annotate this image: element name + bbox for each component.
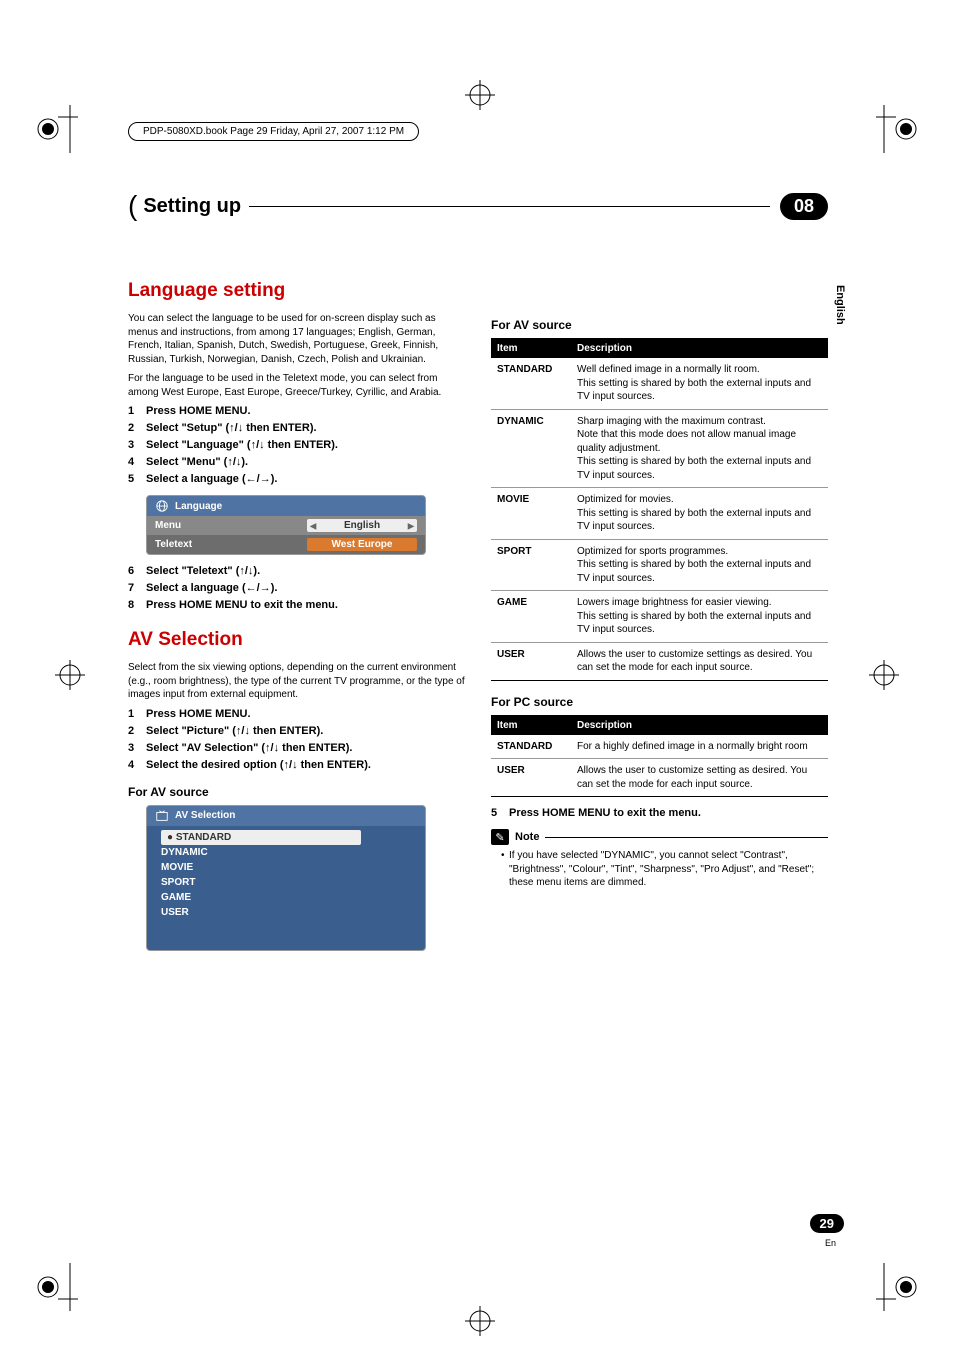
body-text: You can select the language to be used f… (128, 312, 465, 366)
menu-label: Menu (155, 520, 307, 531)
table-row: MOVIEOptimized for movies. This setting … (491, 488, 828, 540)
language-menu-screenshot: Language Menu ◀English▶ Teletext West Eu… (146, 495, 426, 555)
table-row: DYNAMICSharp imaging with the maximum co… (491, 409, 828, 488)
step: Select "Teletext" (↑/↓). (128, 565, 465, 577)
av-item: MOVIE (161, 860, 411, 875)
language-steps-b: Select "Teletext" (↑/↓). Select a langua… (128, 565, 465, 611)
body-text: For the language to be used in the Telet… (128, 372, 465, 399)
for-av-source-heading: For AV source (128, 785, 465, 799)
step: Select "Menu" (↑/↓). (128, 456, 465, 468)
crop-mark-icon (869, 660, 899, 690)
note-label: Note (515, 831, 539, 843)
menu-row: Teletext West Europe (147, 535, 425, 554)
table-row: SPORTOptimized for sports programmes. Th… (491, 539, 828, 591)
step: Press HOME MENU to exit the menu. (128, 599, 465, 611)
menu-value: West Europe (307, 538, 417, 551)
chapter-header: ( Setting up 08 (128, 190, 828, 222)
av-source-table: ItemDescription STANDARDWell defined ima… (491, 338, 828, 681)
step: Select a language (←/→). (128, 582, 465, 594)
language-setting-heading: Language setting (128, 280, 465, 302)
menu-row: Menu ◀English▶ (147, 516, 425, 535)
body-text: Select from the six viewing options, dep… (128, 661, 465, 702)
step: Select the desired option (↑/↓ then ENTE… (128, 759, 465, 771)
divider (249, 206, 770, 207)
av-item: STANDARD (161, 830, 361, 845)
table-header: Item (491, 715, 571, 735)
av-item: SPORT (161, 875, 411, 890)
step: Select "Setup" (↑/↓ then ENTER). (128, 422, 465, 434)
note-header: ✎ Note (491, 829, 828, 845)
av-item: USER (161, 905, 411, 920)
chapter-title: Setting up (143, 195, 241, 218)
step5-list: Press HOME MENU to exit the menu. (491, 807, 828, 819)
step: Select "Language" (↑/↓ then ENTER). (128, 439, 465, 451)
for-pc-source-heading: For PC source (491, 695, 828, 709)
chapter-bracket-icon: ( (128, 190, 137, 222)
av-selection-heading: AV Selection (128, 629, 465, 651)
note-list: If you have selected "DYNAMIC", you cann… (491, 849, 828, 890)
table-row: STANDARDWell defined image in a normally… (491, 358, 828, 409)
chapter-number-badge: 08 (780, 193, 828, 220)
table-row: STANDARDFor a highly defined image in a … (491, 735, 828, 759)
step: Select "AV Selection" (↑/↓ then ENTER). (128, 742, 465, 754)
pc-source-table: ItemDescription STANDARDFor a highly def… (491, 715, 828, 798)
crop-mark-icon (55, 660, 85, 690)
table-row: USERAllows the user to customize setting… (491, 759, 828, 797)
crop-mark-icon (465, 80, 495, 110)
table-header: Description (571, 339, 828, 359)
globe-icon (155, 499, 169, 513)
side-language-label: English (834, 285, 846, 325)
crop-mark-icon (30, 105, 78, 153)
av-selection-menu-screenshot: AV Selection STANDARD DYNAMIC MOVIE SPOR… (146, 805, 426, 951)
av-item: GAME (161, 890, 411, 905)
pencil-icon: ✎ (491, 829, 509, 845)
menu-value: ◀English▶ (307, 519, 417, 532)
table-header: Description (571, 715, 828, 735)
left-column: Language setting You can select the lang… (128, 262, 465, 961)
table-header: Item (491, 339, 571, 359)
menu-title: AV Selection (175, 810, 235, 821)
step: Press HOME MENU. (128, 405, 465, 417)
step: Press HOME MENU to exit the menu. (491, 807, 828, 819)
menu-label: Teletext (155, 539, 307, 550)
table-row: USERAllows the user to customize setting… (491, 642, 828, 680)
crop-mark-icon (876, 105, 924, 153)
language-steps-a: Press HOME MENU. Select "Setup" (↑/↓ the… (128, 405, 465, 485)
step: Press HOME MENU. (128, 708, 465, 720)
tv-icon (155, 809, 169, 823)
book-header: PDP-5080XD.book Page 29 Friday, April 27… (128, 122, 419, 141)
right-column: For AV source ItemDescription STANDARDWe… (491, 262, 828, 961)
page-lang-suffix: En (825, 1238, 836, 1248)
av-item: DYNAMIC (161, 845, 411, 860)
note-item: If you have selected "DYNAMIC", you cann… (501, 849, 828, 890)
step: Select "Picture" (↑/↓ then ENTER). (128, 725, 465, 737)
av-steps: Press HOME MENU. Select "Picture" (↑/↓ t… (128, 708, 465, 771)
crop-mark-icon (876, 1263, 924, 1311)
page-number-badge: 29 (810, 1214, 844, 1233)
divider (545, 837, 828, 838)
crop-mark-icon (30, 1263, 78, 1311)
table-row: GAMELowers image brightness for easier v… (491, 591, 828, 643)
for-av-source-heading: For AV source (491, 318, 828, 332)
menu-title: Language (175, 501, 222, 512)
crop-mark-icon (465, 1306, 495, 1336)
step: Select a language (←/→). (128, 473, 465, 485)
